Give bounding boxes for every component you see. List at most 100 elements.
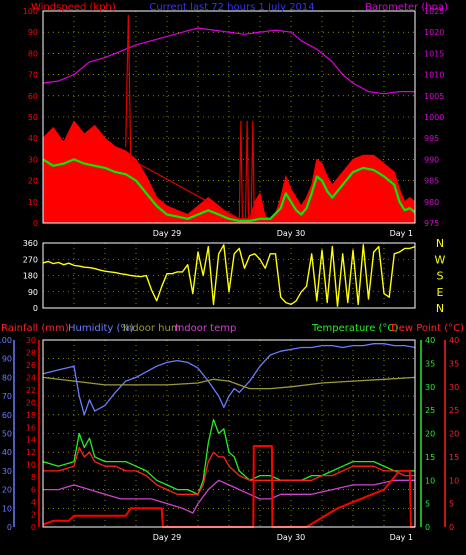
temperature-tick-label: 30: [425, 383, 435, 392]
dew-point-tick-label: 0: [449, 523, 454, 532]
wind-x-tick-labels: Day 29 Day 30 Day 1: [153, 229, 413, 238]
temperature-tick-label: 0: [425, 523, 430, 532]
humidity-tick-label: 50: [2, 430, 12, 439]
wind-x-tick-label: Day 29: [153, 229, 182, 238]
windspeed-tick-label: 30: [28, 155, 38, 164]
rainfall-tick-label: 24: [26, 373, 36, 382]
rainfall-tick-label: 28: [26, 348, 36, 357]
rainfall-tick-label: 4: [31, 498, 36, 507]
direction-tick-label: 90: [28, 288, 38, 297]
windspeed-tick-label: 10: [28, 198, 38, 207]
dew-point-tick-label: 10: [449, 476, 459, 485]
dew-point-tick-label: 20: [449, 430, 459, 439]
barometer-tick-label: 990: [424, 155, 439, 164]
rainfall-tick-label: 8: [31, 473, 36, 482]
humidity-tick-label: 80: [2, 373, 12, 382]
indoor_hum-series: [42, 376, 416, 390]
dew-point-tick-label: 25: [449, 406, 459, 415]
rainfall-tick-label: 14: [26, 436, 36, 445]
temperature-tick-label: 40: [425, 336, 435, 345]
temperature-tick-label: 5: [425, 500, 430, 509]
wind-x-tick-label: Day 1: [390, 229, 413, 238]
windspeed-tick-label: 90: [28, 28, 38, 37]
rainfall-tick-label: 16: [26, 423, 36, 432]
dew-point-tick-label: 5: [449, 500, 454, 509]
compass-letter: E: [437, 286, 444, 299]
windspeed-tick-label: 100: [23, 7, 38, 16]
barometer-tick-labels: 975 980 985 990 995 1000 1005 1010 1015 1020 1025: [424, 7, 444, 228]
axis-color-bars: [13, 340, 446, 527]
rainfall-tick-label: 2: [31, 511, 36, 520]
humidity-axis-label: Humidity (%): [68, 323, 134, 334]
rainfall-tick-label: 18: [26, 411, 36, 420]
rainfall-tick-label: 12: [26, 448, 36, 457]
windspeed-tick-label: 60: [28, 92, 38, 101]
temp-x-tick-label: Day 1: [390, 533, 413, 542]
rainfall-tick-label: 0: [31, 523, 36, 532]
windspeed-tick-label: 20: [28, 177, 38, 186]
direction-points: [42, 244, 416, 307]
temperature-tick-label: 10: [425, 476, 435, 485]
barometer-axis-label: Barometer (hpa): [365, 2, 448, 13]
windspeed-tick-label: 80: [28, 49, 38, 58]
humidity-tick-label: 90: [2, 355, 12, 364]
humidity-tick-labels: 0 10 20 30 40 50 60 70 80 90 100: [0, 336, 12, 532]
rainfall-tick-label: 30: [26, 336, 36, 345]
barometer-tick-label: 1025: [424, 7, 444, 16]
temperature-tick-label: 15: [425, 453, 435, 462]
rainfall-tick-label: 26: [26, 361, 36, 370]
dew-point-axis-label: Dew Point (°C): [391, 323, 464, 334]
indoor-hum-axis-label: Indoor hum: [123, 323, 181, 334]
windspeed-tick-label: 40: [28, 134, 38, 143]
wind-panel-series: [42, 14, 416, 224]
dew-point-tick-label: 40: [449, 336, 459, 345]
temp-panel-frame: [42, 339, 416, 528]
humidity-tick-label: 0: [7, 523, 12, 532]
temperature-tick-label: 35: [425, 359, 435, 368]
rainfall-tick-label: 20: [26, 398, 36, 407]
temperature-axis-label: Temperature (°C): [311, 323, 398, 334]
compass-letter: W: [435, 253, 446, 266]
temp-x-tick-label: Day 29: [153, 533, 182, 542]
chart-title: Current last 72 hours 1 July 2014: [149, 2, 314, 13]
direction-tick-label: 0: [33, 304, 38, 313]
direction-series: [42, 244, 416, 307]
rainfall-axis-label: Rainfall (mm): [1, 323, 69, 334]
rainfall-tick-label: 10: [26, 461, 36, 470]
direction-panel-frame: [42, 242, 416, 309]
barometer-tick-label: 995: [424, 134, 439, 143]
dew-point-tick-label: 30: [449, 383, 459, 392]
temperature-tick-labels: 0 5 10 15 20 25 30 35 40: [425, 336, 435, 532]
humidity-tick-label: 60: [2, 411, 12, 420]
rainfall-tick-label: 6: [31, 486, 36, 495]
barometer-tick-label: 1020: [424, 28, 444, 37]
humidity-tick-label: 70: [2, 392, 12, 401]
windspeed-tick-label: 50: [28, 113, 38, 122]
humidity-tick-label: 10: [2, 504, 12, 513]
windspeed-tick-labels: 0 10 20 30 40 50 60 70 80 90 100: [23, 7, 38, 228]
temperature-series: [42, 418, 415, 495]
windspeed-tick-label: 70: [28, 71, 38, 80]
barometer-tick-label: 1015: [424, 49, 444, 58]
compass-letter: N: [436, 237, 444, 250]
humidity-tick-label: 100: [0, 336, 12, 345]
dew_point-series: [43, 446, 415, 495]
humidity-series: [42, 343, 416, 416]
compass-letter: S: [437, 270, 444, 283]
direction-tick-label: 180: [23, 272, 38, 281]
wind-x-tick-label: Day 30: [277, 229, 306, 238]
barometer-tick-label: 1000: [424, 113, 444, 122]
barometer-series: [42, 27, 415, 95]
barometer-tick-label: 1010: [424, 71, 444, 80]
dew-point-tick-label: 35: [449, 359, 459, 368]
compass-letter: N: [436, 302, 444, 315]
temperature-tick-label: 25: [425, 406, 435, 415]
windspeed-axis-label: Windspeed (kph): [31, 2, 116, 13]
humidity-tick-label: 40: [2, 448, 12, 457]
